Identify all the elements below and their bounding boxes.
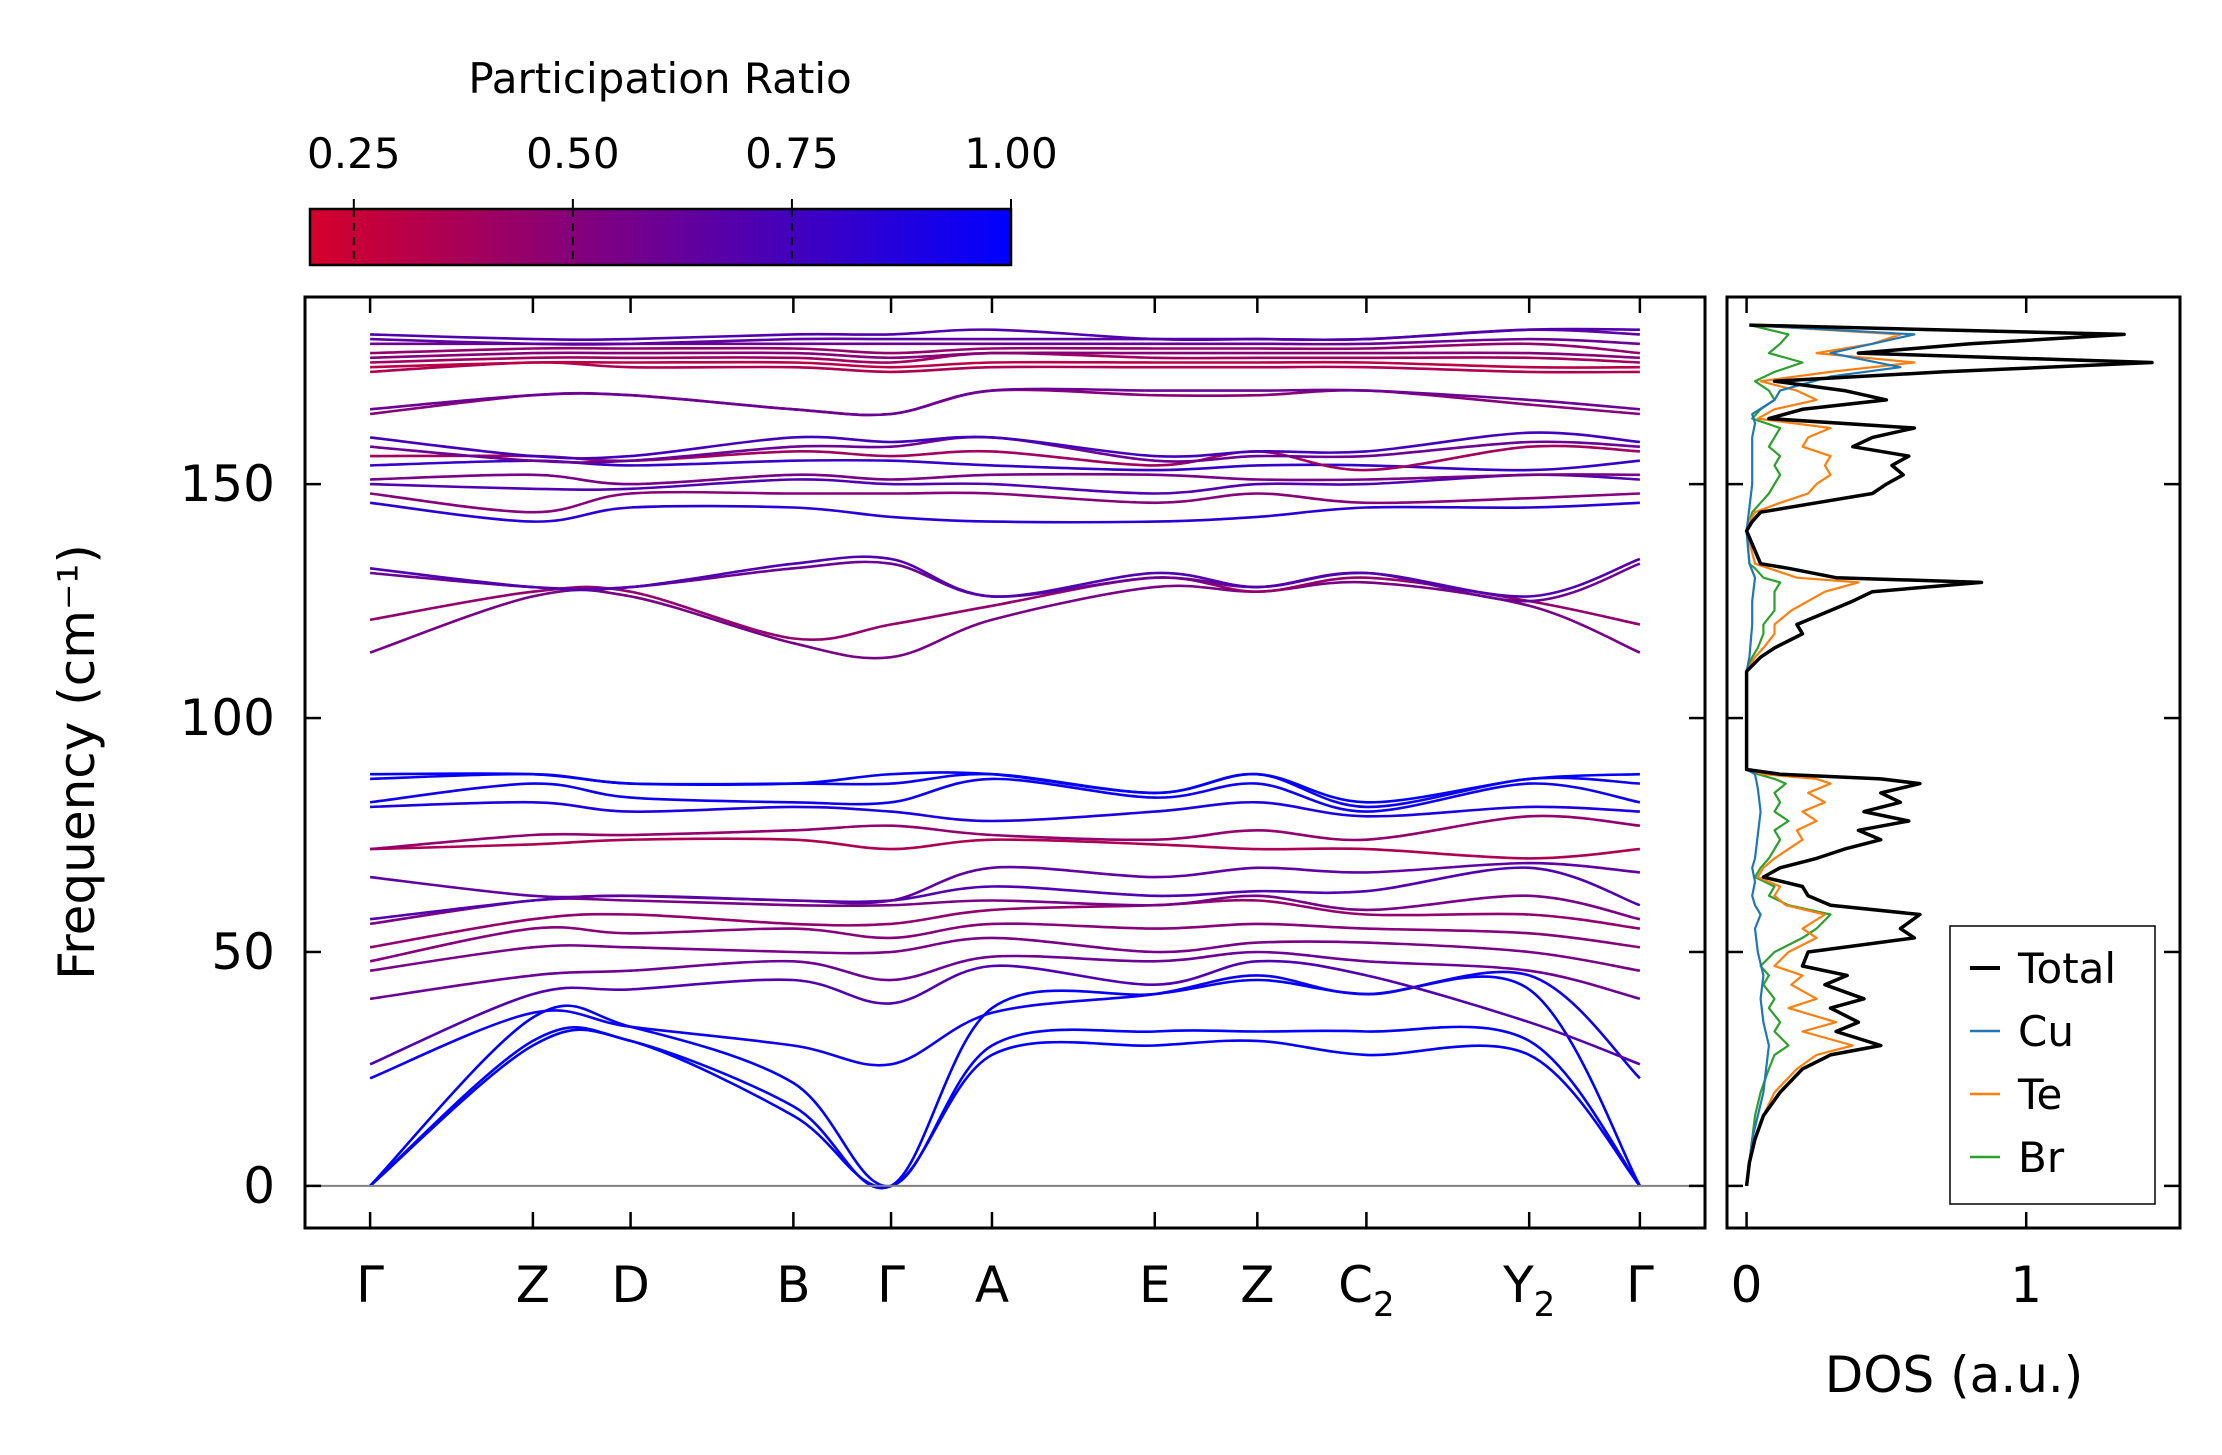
band-structure-panel: 0 50 100 150 Γ Z D B Γ A E Z C2 Y2 Γ Frequency (cm⁻¹) (48, 295, 1707, 1325)
colorbar-tick-label: 0.25 (307, 129, 401, 178)
band-line-high-optic-3 (370, 473, 1640, 495)
band-line-mid-optic-1 (369, 580, 1641, 660)
band-x-tick-label: Z (1240, 1256, 1274, 1314)
band-x-tick-subscript: 2 (1373, 1285, 1395, 1325)
dos-x-axis-label: DOS (a.u.) (1825, 1346, 2084, 1404)
band-x-tick-label: Γ (877, 1256, 905, 1314)
band-line-top-optic-6 (370, 351, 1640, 360)
band-line-high-optic-4 (370, 472, 1640, 486)
band-line-low-optic-8 (369, 866, 1641, 921)
band-line-top-optic-4 (370, 360, 1640, 369)
band-line-low-optic-12 (370, 800, 1640, 823)
band-line-mid-optic-4 (369, 555, 1641, 598)
band-y-axis-label: Frequency (cm⁻¹) (48, 544, 106, 980)
band-x-tick-label: Γ (1626, 1256, 1654, 1314)
band-line-high-optic-2 (369, 490, 1640, 514)
band-line-high-optic-1 (369, 501, 1640, 524)
legend-label-total: Total (2017, 944, 2116, 993)
band-line-low-optic-10 (370, 837, 1641, 860)
legend-entry-cu: Cu (1970, 1007, 2074, 1056)
dos-line-br (1745, 324, 1832, 1187)
legend-entry-total: Total (1970, 944, 2116, 993)
band-x-tick-label: E (1139, 1256, 1171, 1314)
dos-x-tick-label: 0 (1731, 1256, 1763, 1314)
band-line-low-optic-7 (369, 894, 1641, 926)
band-line-acoustic-2 (369, 1004, 1641, 1188)
band-line-low-optic-1 (369, 970, 1641, 1080)
band-line-top-optic-10 (370, 327, 1640, 342)
band-line-high-optic-5 (370, 458, 1641, 472)
band-line-low-optic-15 (370, 771, 1640, 804)
band-x-tick-label: Y2 (1502, 1256, 1555, 1325)
band-x-tick-label: Γ (356, 1256, 384, 1314)
band-line-low-optic-3 (369, 950, 1641, 1001)
band-line-low-optic-4 (369, 936, 1641, 972)
legend-entry-br: Br (1970, 1133, 2065, 1182)
dos-lines (1744, 323, 2154, 1187)
band-y-tick-label: 0 (243, 1157, 275, 1215)
band-x-tick-label: D (611, 1256, 650, 1314)
band-line-low-optic-5 (369, 922, 1641, 963)
band-line-high-optic-8 (369, 431, 1641, 460)
dos-x-tick-label: 1 (2010, 1256, 2042, 1314)
band-line-high-optic-6 (370, 444, 1640, 472)
band-line-low-optic-11 (369, 814, 1641, 851)
band-line-acoustic-1 (369, 1028, 1641, 1189)
band-line-low-optic-6 (369, 898, 1641, 949)
band-y-tick-label: 150 (180, 455, 275, 513)
colorbar-tick-label: 0.75 (745, 129, 839, 178)
colorbar-ticks: 0.25 0.50 0.75 1.00 (307, 129, 1058, 265)
band-line-low-optic-2 (369, 959, 1641, 1066)
band-x-tick-subscript: 2 (1534, 1285, 1556, 1325)
band-line-top-optic-7 (370, 342, 1641, 355)
band-line-low-optic-9 (369, 861, 1641, 905)
band-line-top-optic-3 (370, 361, 1640, 374)
legend-label-br: Br (2018, 1133, 2065, 1182)
dos-axes-frame (1725, 295, 2182, 1230)
band-line-low-optic-13 (369, 777, 1641, 813)
band-lines (369, 327, 1642, 1190)
colorbar: Participation Ratio 0.25 0.50 0.75 1.00 (307, 54, 1058, 267)
legend-entry-te: Te (1970, 1070, 2062, 1119)
band-y-tick-label: 100 (180, 689, 275, 747)
band-axes-frame (303, 295, 1707, 1230)
band-y-tick-label: 50 (211, 923, 275, 981)
colorbar-label: Participation Ratio (468, 54, 851, 103)
dos-line-total (1744, 323, 2154, 1187)
colorbar-tick-label: 1.00 (964, 129, 1058, 178)
band-x-tick-label: B (776, 1256, 810, 1314)
band-y-ticks: 0 50 100 150 (180, 455, 1705, 1215)
band-x-tick-label: C2 (1338, 1256, 1395, 1325)
legend-label-cu: Cu (2018, 1007, 2074, 1056)
colorbar-gradient (308, 207, 1013, 267)
dos-legend: Total Cu Te Br (1949, 925, 2156, 1205)
band-x-tick-label: A (975, 1256, 1009, 1314)
band-x-tick-label: Z (516, 1256, 550, 1314)
band-line-acoustic-3 (369, 975, 1642, 1190)
legend-label-te: Te (2017, 1070, 2062, 1119)
band-line-top-optic-2 (369, 387, 1641, 417)
colorbar-tick-label: 0.50 (526, 129, 620, 178)
